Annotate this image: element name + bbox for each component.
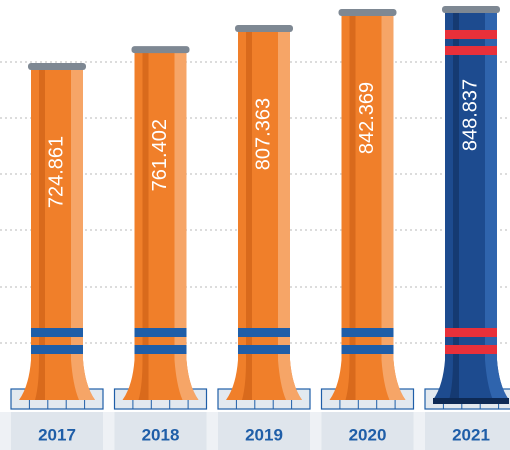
chimney-cap [442, 6, 500, 13]
label-box [114, 412, 207, 450]
band [445, 328, 497, 337]
chimney-cap [131, 46, 190, 54]
bar-highlight [71, 66, 95, 400]
band [341, 328, 394, 337]
chimney: 848.837 2021 [424, 6, 510, 450]
bar-highlight [174, 50, 199, 400]
base-shadow [433, 398, 509, 404]
chimney: 724.861 2017 [10, 62, 104, 450]
bar-highlight [278, 29, 302, 400]
label-box [11, 412, 103, 450]
bar [433, 10, 509, 400]
value-label: 761.402 [149, 119, 171, 191]
x-tick-label: 2020 [349, 425, 387, 444]
chimney-cap [28, 62, 86, 70]
band [445, 30, 497, 39]
label-box [321, 412, 414, 450]
band [134, 328, 187, 337]
x-tick-label: 2017 [38, 425, 76, 444]
bar [329, 12, 406, 400]
chimney: 842.369 2020 [320, 8, 415, 450]
bar-shade [345, 12, 356, 400]
x-tick-label: 2021 [452, 425, 490, 444]
value-label: 724.861 [45, 136, 67, 208]
bar [226, 29, 302, 400]
band [238, 328, 290, 337]
label-box [218, 412, 310, 450]
bar-shade [35, 66, 45, 400]
band [238, 345, 290, 354]
bar-highlight [485, 10, 509, 400]
bar-shade [449, 10, 459, 400]
chimney-cap [338, 8, 397, 16]
chimney-cap [235, 25, 293, 33]
band [134, 345, 187, 354]
value-label: 807.363 [252, 98, 274, 170]
bar-highlight [381, 12, 406, 400]
band [341, 345, 394, 354]
band [31, 328, 83, 337]
value-label: 848.837 [459, 79, 481, 151]
bar-shade [242, 29, 252, 400]
band [31, 345, 83, 354]
band [445, 345, 497, 354]
chimney: 807.363 2019 [217, 25, 311, 450]
bar-shade [138, 50, 149, 400]
x-tick-label: 2019 [245, 425, 283, 444]
value-label: 842.369 [356, 82, 378, 154]
band [445, 46, 497, 55]
x-tick-label: 2018 [142, 425, 180, 444]
chimney: 761.402 2018 [113, 46, 208, 450]
label-box [425, 412, 510, 450]
